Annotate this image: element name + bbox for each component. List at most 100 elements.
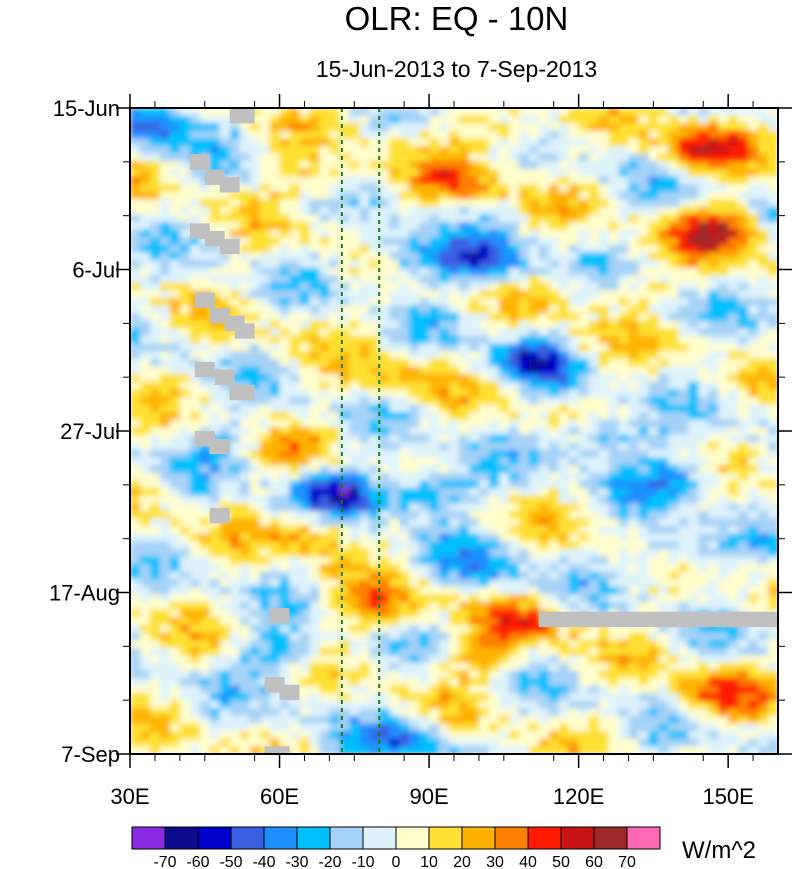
heatmap-cell [738,510,749,520]
heatmap-cell [768,282,778,292]
heatmap-cell [259,328,271,337]
heatmap-cell [608,168,620,178]
heatmap-cell [329,267,341,276]
heatmap-cell [558,374,570,383]
heatmap-cell [149,176,161,185]
heatmap-cell [189,351,201,360]
heatmap-cell [289,374,301,383]
heatmap-cell [688,488,700,497]
heatmap-cell [409,670,420,679]
heatmap-cell [608,115,620,124]
heatmap-cell [758,495,769,504]
heatmap-cell [498,206,510,216]
heatmap-cell [758,351,769,360]
heatmap-cell [588,328,600,337]
heatmap-cell [439,366,450,375]
heatmap-cell [419,222,430,231]
heatmap-cell [239,191,251,200]
heatmap-cell [369,655,381,664]
heatmap-cell [219,594,231,603]
heatmap-cell [598,396,610,406]
heatmap-cell [588,389,600,398]
heatmap-cell [748,161,759,170]
heatmap-cell [458,351,470,360]
heatmap-cell [648,427,660,436]
heatmap-cell [548,434,560,444]
heatmap-cell [658,602,670,611]
heatmap-cell [558,556,570,565]
heatmap-cell [419,579,430,588]
heatmap-cell [389,457,400,466]
heatmap-cell [688,624,700,634]
heatmap-cell [518,237,530,246]
heatmap-cell [219,412,231,421]
heatmap-cell [449,655,460,664]
heatmap-cell [179,260,191,269]
heatmap-cell [468,526,480,535]
heatmap-cell [688,670,700,679]
heatmap-cell [139,267,151,276]
heatmap-cell [319,472,331,482]
heatmap-cell [568,184,580,193]
heatmap-cell [558,237,570,246]
heatmap-cell [548,282,560,292]
heatmap-cell [309,609,321,618]
heatmap-cell [598,678,610,687]
heatmap-cell [139,206,151,216]
heatmap-cell [508,130,520,140]
heatmap-cell [748,594,759,603]
heatmap-cell [738,647,749,656]
heatmap-cell [339,389,351,398]
heatmap-cell [648,305,660,314]
heatmap-cell [159,305,171,314]
heatmap-cell [468,396,480,406]
heatmap-cell [249,518,261,527]
heatmap-cell [399,108,410,117]
heatmap-cell [130,495,141,504]
heatmap-cell [728,153,739,162]
heatmap-cell [449,556,460,565]
heatmap-cell [638,282,650,292]
heatmap-cell [578,548,590,558]
heatmap-cell [768,450,778,459]
heatmap-cell [419,199,430,208]
heatmap-cell [219,343,231,352]
heatmap-cell [608,206,620,216]
heatmap-cell [728,526,739,535]
heatmap-cell [478,632,490,641]
heatmap-cell [718,298,729,307]
heatmap-cell [678,184,690,193]
heatmap-cell [668,632,680,641]
heatmap-cell [548,510,560,520]
heatmap-cell [718,123,729,132]
heatmap-cell [399,647,410,656]
heatmap-cell [389,533,400,542]
heatmap-cell [548,366,560,375]
heatmap-cell [179,146,191,155]
heatmap-cell [628,670,640,679]
heatmap-cell [478,396,490,406]
heatmap-cell [259,282,271,292]
heatmap-cell [319,168,331,178]
heatmap-cell [339,602,351,611]
heatmap-cell [718,115,729,124]
heatmap-cell [329,199,341,208]
heatmap-cell [498,199,510,208]
heatmap-cell [329,123,341,132]
heatmap-cell [369,526,381,535]
heatmap-cell [159,244,171,254]
heatmap-cell [538,640,550,649]
heatmap-cell [239,275,251,284]
heatmap-cell [688,526,700,535]
heatmap-cell [638,450,650,459]
heatmap-cell [688,533,700,542]
heatmap-cell [628,457,640,466]
heatmap-cell [209,214,221,223]
heatmap-cell [239,609,251,618]
heatmap-cell [548,450,560,459]
heatmap-cell [758,290,769,299]
heatmap-cell [508,153,520,162]
heatmap-cell [299,161,311,170]
heatmap-cell [379,222,390,231]
heatmap-cell [359,260,371,269]
